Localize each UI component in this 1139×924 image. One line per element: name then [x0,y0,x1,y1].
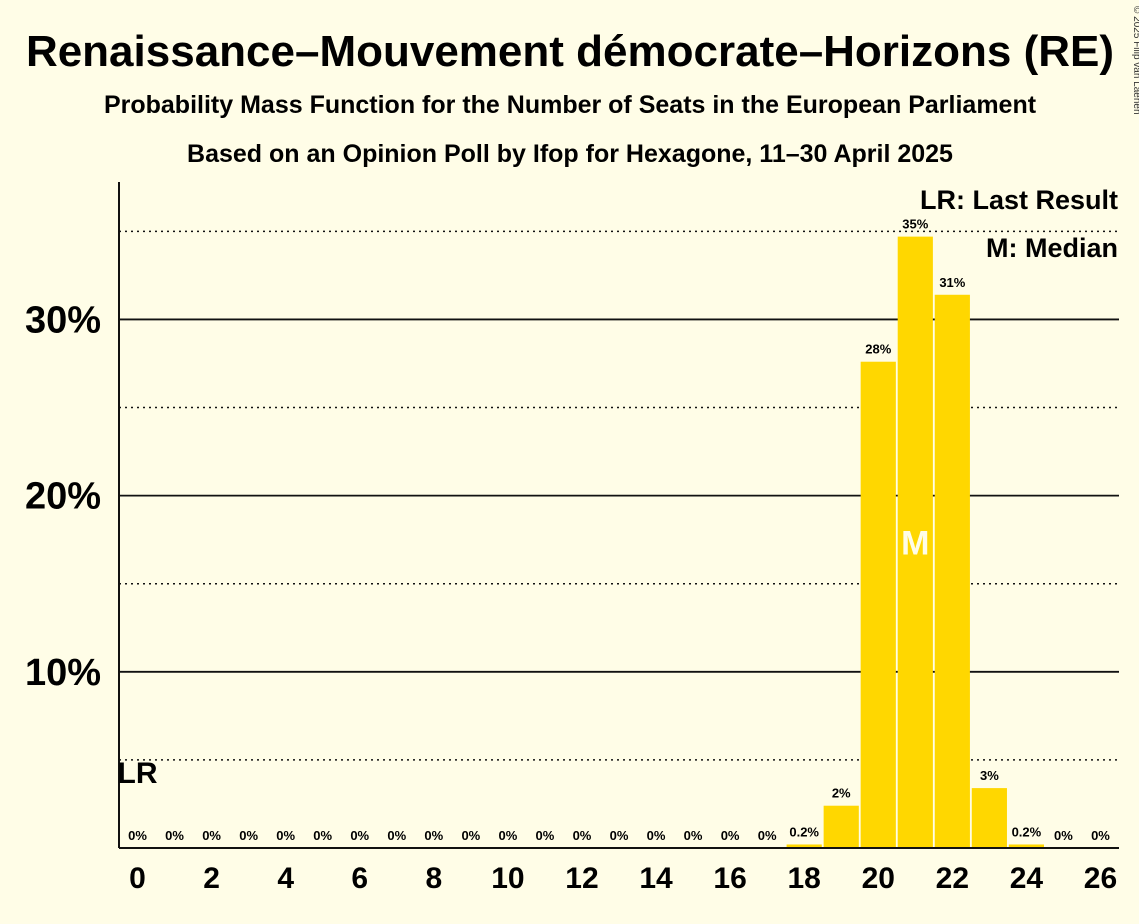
bar-label-seat-6: 0% [350,828,369,843]
chart-subtitle-2: Based on an Opinion Poll by Ifop for Hex… [187,140,953,168]
x-tick-label-18: 18 [787,862,820,895]
bar-label-seat-14: 0% [647,828,666,843]
chart-title: Renaissance–Mouvement démocrate–Horizons… [26,27,1114,76]
bar-series [786,236,1044,849]
bar-label-seat-19: 2% [832,786,851,801]
bar-label-seat-15: 0% [684,828,703,843]
x-tick-label-8: 8 [425,862,442,895]
x-axis-ticks: 0 2 4 6 8 10 12 14 16 18 20 22 24 26 [129,862,1117,895]
legend-last-result: LR: Last Result [920,185,1118,215]
x-tick-label-10: 10 [491,862,524,895]
bar-label-seat-22: 31% [939,275,965,290]
y-tick-label-10: 10% [25,652,101,694]
legend-median: M: Median [986,233,1118,263]
bar-label-seat-4: 0% [276,828,295,843]
bar-value-labels: 0% 0% 0% 0% 0% 0% 0% 0% 0% 0% 0% 0% 0% 0% 0% 0% 0% 0% 0.2%… [128,217,1110,843]
bar-label-seat-18: 0.2% [789,824,819,839]
x-tick-label-2: 2 [203,862,220,895]
x-tick-label-26: 26 [1084,862,1117,895]
x-tick-label-16: 16 [713,862,746,895]
bar-label-seat-16: 0% [721,828,740,843]
x-tick-label-22: 22 [936,862,969,895]
x-tick-label-20: 20 [862,862,895,895]
bar-label-seat-17: 0% [758,828,777,843]
bar-seat-21 [897,236,933,849]
bar-label-seat-1: 0% [165,828,184,843]
bar-seat-19 [823,805,859,848]
bar-label-seat-26: 0% [1091,828,1110,843]
x-tick-label-14: 14 [639,862,673,895]
bar-label-seat-7: 0% [387,828,406,843]
x-tick-label-12: 12 [565,862,598,895]
bar-seat-23 [971,788,1007,848]
median-marker: M [901,524,929,562]
bar-label-seat-20: 28% [865,342,891,357]
bar-label-seat-3: 0% [239,828,258,843]
bar-label-seat-23: 3% [980,768,999,783]
bar-label-seat-24: 0.2% [1012,824,1042,839]
bar-label-seat-10: 0% [498,828,517,843]
bar-label-seat-21: 35% [902,217,928,232]
bar-label-seat-12: 0% [573,828,592,843]
y-tick-label-30: 30% [25,299,101,341]
bar-seat-22 [934,294,970,848]
y-tick-label-20: 20% [25,476,101,518]
y-axis-ticks: 10% 20% 30% [25,299,101,693]
x-tick-label-6: 6 [351,862,368,895]
last-result-marker: LR [118,757,158,790]
bar-label-seat-25: 0% [1054,828,1073,843]
bar-label-seat-9: 0% [461,828,480,843]
bar-label-seat-13: 0% [610,828,629,843]
x-tick-label-4: 4 [277,862,294,895]
bar-label-seat-0: 0% [128,828,147,843]
bar-label-seat-8: 0% [424,828,443,843]
bar-seat-20 [860,361,896,848]
bar-seat-18 [786,844,822,848]
bar-label-seat-11: 0% [536,828,555,843]
bar-seat-24 [1008,844,1044,848]
x-tick-label-24: 24 [1010,862,1044,895]
chart-subtitle-1: Probability Mass Function for the Number… [104,91,1037,119]
bar-label-seat-5: 0% [313,828,332,843]
bar-label-seat-2: 0% [202,828,221,843]
x-tick-label-0: 0 [129,862,146,895]
copyright-notice: © 2025 Filip van Laenen [1131,6,1139,115]
